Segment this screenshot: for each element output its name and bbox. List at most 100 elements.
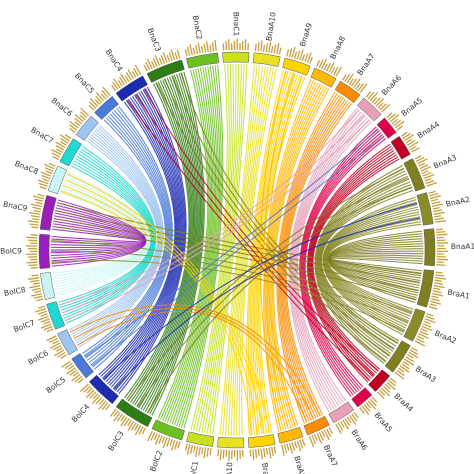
link-bolc4-bnaa2 [113,217,421,390]
link-braa7-bolc6 [77,310,308,423]
gene-label-mark [111,84,117,92]
label-bolc9: BolC9 [0,247,22,256]
gene-label-mark [39,186,47,190]
gene-label-mark [313,434,318,442]
gene-label-mark [77,377,85,384]
gene-label-mark [435,228,443,231]
gene-label-mark [59,134,70,142]
gene-label-mark [60,137,69,144]
chromosome-braa3 [384,340,411,373]
gene-label-mark [127,419,132,427]
gene-label-mark [174,52,178,60]
link-bolc3-bnac3 [144,73,202,413]
link-braa1-bnaa1 [327,230,423,304]
chromosome-bolc7 [46,301,66,330]
gene-label-mark [265,447,269,455]
gene-label-mark [29,285,41,289]
gene-label-mark [101,90,109,98]
gene-label-mark [192,47,196,55]
label-bnac8: BnaC8 [14,159,40,176]
link-braa2-bnaa2 [325,216,421,317]
gene-label-mark [43,325,53,331]
gene-label-mark [64,362,73,370]
chromosome-bnac9 [39,195,57,231]
chromosome-bolc3 [115,398,153,428]
label-bnac9: BnaC9 [2,200,28,214]
gene-label-mark [291,442,296,452]
label-braa1: BraA1 [447,288,471,301]
gene-label-mark [434,279,442,282]
gene-label-mark [222,449,225,459]
gene-label-mark [86,387,93,394]
link-braa1-bnac9 [52,225,417,301]
gene-label-mark [386,381,396,391]
gene-label-mark [37,179,49,185]
label-bnaa8: BnaA8 [328,35,347,61]
label-braa8: BraA8 [292,455,307,474]
gene-label-mark [40,323,52,329]
gene-label-mark [109,408,117,417]
gene-label-mark [321,430,326,438]
gene-label-mark [351,413,358,422]
label-bnac1: BnaC1 [232,12,241,37]
gene-label-mark [184,49,188,57]
gene-label-mark [405,356,414,363]
gene-label-mark [359,83,368,93]
link-braa6-bnaa6 [292,113,364,408]
link-bolc7-bnac7 [60,157,154,311]
link-braa10-bnaa10 [238,67,275,437]
link-braa7-bnaa7 [285,103,353,416]
link-bnaa6-bolc7 [61,114,365,314]
chromosome-bnaa4 [390,135,411,160]
gene-label-mark [228,449,230,461]
gene-label-mark [225,41,228,51]
gene-label-mark [102,86,111,97]
gene-label-mark [143,64,148,72]
gene-label-mark [209,44,212,52]
gene-label-mark [432,290,442,294]
gene-label-mark [414,340,426,347]
gene-label-mark [170,49,176,61]
gene-label-mark [40,318,50,323]
gene-label-mark [328,62,335,73]
link-braa3-bnaa3 [317,173,407,357]
gene-label-mark [141,427,147,435]
gene-label-mark [293,51,298,59]
gene-label-mark [89,391,97,399]
gene-label-mark [200,45,204,54]
gene-label-mark [118,76,126,85]
label-braa5: BraA5 [373,411,395,434]
gene-label-mark [367,400,376,410]
chromosome-bnac8 [47,165,68,195]
gene-label-mark [88,104,95,111]
gene-label-mark [176,49,181,59]
gene-label-mark [150,432,156,441]
link-bolc1-bnac1 [203,63,240,434]
link-bolc7-bnac7 [63,150,155,319]
gene-label-mark [268,41,272,53]
gene-label-mark [436,233,448,236]
chromosome-bnaa8 [310,67,337,88]
gene-label-mark [423,173,435,180]
link-braa8-bnaa9 [263,72,295,429]
gene-label-mark [396,125,404,131]
gene-label-mark [377,102,384,109]
gene-label-mark [52,340,59,345]
gene-label-mark [432,292,444,297]
chromosome-bnac5 [94,95,119,120]
chromosome-braa6 [328,401,355,424]
link-braa7-bolc6 [69,304,321,417]
link-bolc4-bnac4 [103,97,179,381]
link-bnaa6-bolc7 [64,119,371,322]
gene-label-mark [166,438,171,448]
gene-label-mark [113,78,121,89]
gene-label-mark [433,287,441,291]
gene-label-mark [318,431,324,441]
gene-label-mark [434,217,444,221]
gene-label-mark [219,449,222,461]
label-braa10: BraA10 [224,462,234,474]
link-braa10-bnaa10 [233,66,269,437]
gene-label-mark [435,274,445,277]
gene-label-mark [433,209,443,213]
gene-label-mark [79,111,88,119]
